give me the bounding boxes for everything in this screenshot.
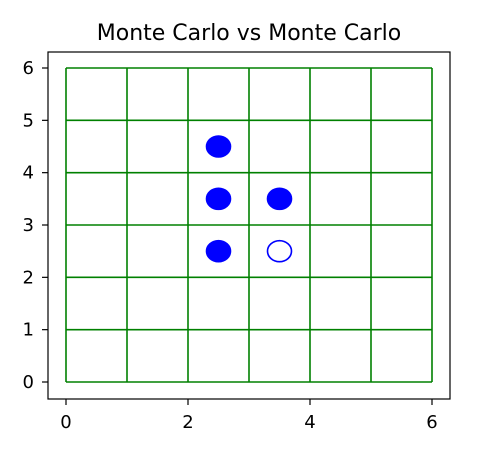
pieces-layer (205, 135, 293, 263)
hollow-piece (266, 239, 293, 263)
y-tick-label: 6 (23, 58, 34, 79)
filled-piece (205, 135, 232, 158)
x-tick-label: 2 (182, 412, 193, 433)
y-tick-label: 3 (23, 215, 34, 236)
x-tick-label: 4 (304, 412, 315, 433)
filled-piece (205, 239, 232, 263)
filled-piece (266, 187, 293, 211)
y-tick-label: 4 (23, 163, 34, 184)
filled-piece (205, 187, 232, 211)
plot-title: Monte Carlo vs Monte Carlo (97, 21, 401, 46)
x-tick-label: 0 (60, 412, 71, 433)
y-tick-label: 0 (23, 372, 34, 393)
y-tick-label: 1 (23, 320, 34, 341)
x-tick-label: 6 (426, 412, 437, 433)
y-tick-label: 2 (23, 267, 34, 288)
y-tick-label: 5 (23, 110, 34, 131)
y-axis: 0 1 2 3 4 5 6 (23, 58, 48, 393)
board-grid (65, 67, 433, 383)
x-axis: 0 2 4 6 (60, 399, 438, 433)
